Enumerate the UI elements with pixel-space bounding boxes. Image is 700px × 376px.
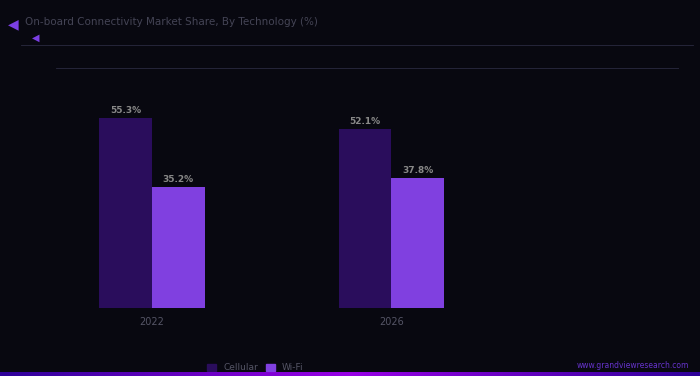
Bar [152,187,204,308]
Text: www.grandviewresearch.com: www.grandviewresearch.com [577,361,690,370]
Text: 35.2%: 35.2% [162,175,194,184]
Text: 52.1%: 52.1% [349,117,381,126]
Bar [99,118,152,308]
Legend: Cellular, Wi-Fi: Cellular, Wi-Fi [204,360,307,376]
Text: 37.8%: 37.8% [402,166,433,175]
Bar [391,178,444,308]
Text: ◀: ◀ [32,33,39,43]
Text: On-board Connectivity Market Share, By Technology (%): On-board Connectivity Market Share, By T… [25,17,317,27]
Bar [339,129,391,308]
Text: ◀: ◀ [8,17,19,31]
Text: 55.3%: 55.3% [110,106,141,115]
